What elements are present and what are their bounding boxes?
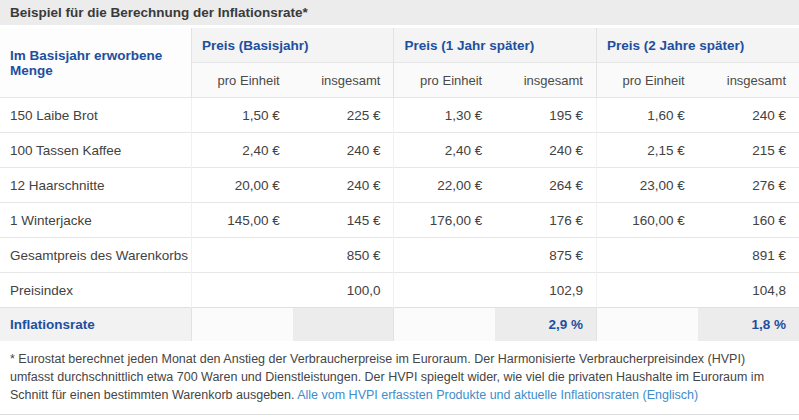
table-header: Im Basisjahr erworbene Menge Preis (Basi… [0,28,799,98]
cell [191,273,292,308]
cell: 102,9 [495,273,596,308]
hvpi-link[interactable]: Alle vom HVPI erfassten Produkte und akt… [297,388,698,402]
subheader-insgesamt: insgesamt [495,63,596,98]
cell: 145 € [293,203,394,238]
footnote: * Eurostat berechnet jeden Monat den Ans… [0,350,799,404]
table-row: 1 Winterjacke 145,00 € 145 € 176,00 € 17… [0,203,799,238]
inflation-rate-year2: 1,8 % [698,308,799,342]
cell: 240 € [698,98,799,133]
cell: 160 € [698,203,799,238]
cell: 276 € [698,168,799,203]
cell: 2,40 € [191,133,292,168]
row-label: 150 Laibe Brot [0,98,191,133]
cell: 104,8 [698,273,799,308]
cell: 225 € [293,98,394,133]
row-label: 12 Haarschnitte [0,168,191,203]
row-header-menge: Im Basisjahr erworbene Menge [0,28,191,98]
bottom-divider [0,414,799,415]
cell: 176,00 € [394,203,495,238]
subheader-insgesamt: insgesamt [698,63,799,98]
row-label: Gesamtpreis des Warenkorbs [0,238,191,273]
cell [394,238,495,273]
table-row: Gesamtpreis des Warenkorbs 850 € 875 € 8… [0,238,799,273]
cell: 2,40 € [394,133,495,168]
cell: 875 € [495,238,596,273]
inflation-rate-year1: 2,9 % [495,308,596,342]
cell [293,308,394,342]
subheader-pro-einheit: pro Einheit [394,63,495,98]
inflation-table: Im Basisjahr erworbene Menge Preis (Basi… [0,28,799,341]
cell: 1,30 € [394,98,495,133]
cell: 240 € [293,168,394,203]
row-label: 1 Winterjacke [0,203,191,238]
cell: 20,00 € [191,168,292,203]
cell: 215 € [698,133,799,168]
cell [394,273,495,308]
column-group-basisjahr: Preis (Basisjahr) [191,28,394,63]
cell [394,308,495,342]
page-title-text: Beispiel für die Berechnung der Inflatio… [10,5,308,20]
column-group-1-jahr-spaeter: Preis (1 Jahr später) [394,28,597,63]
page-title: Beispiel für die Berechnung der Inflatio… [0,0,799,25]
inflation-rate-row: Inflationsrate 2,9 % 1,8 % [0,308,799,342]
subheader-pro-einheit: pro Einheit [191,63,292,98]
cell: 2,15 € [596,133,697,168]
cell: 100,0 [293,273,394,308]
cell: 23,00 € [596,168,697,203]
table-row: 150 Laibe Brot 1,50 € 225 € 1,30 € 195 €… [0,98,799,133]
cell [191,308,292,342]
cell [596,238,697,273]
row-label: Preisindex [0,273,191,308]
table-row: Preisindex 100,0 102,9 104,8 [0,273,799,308]
cell: 160,00 € [596,203,697,238]
cell: 240 € [293,133,394,168]
subheader-insgesamt: insgesamt [293,63,394,98]
table-row: 100 Tassen Kaffee 2,40 € 240 € 2,40 € 24… [0,133,799,168]
row-label: 100 Tassen Kaffee [0,133,191,168]
table-row: 12 Haarschnitte 20,00 € 240 € 22,00 € 26… [0,168,799,203]
cell: 240 € [495,133,596,168]
cell: 22,00 € [394,168,495,203]
subheader-pro-einheit: pro Einheit [596,63,697,98]
cell: 1,50 € [191,98,292,133]
cell: 1,60 € [596,98,697,133]
cell [596,308,697,342]
row-label-inflationsrate: Inflationsrate [0,308,191,342]
cell: 145,00 € [191,203,292,238]
cell [191,238,292,273]
cell: 891 € [698,238,799,273]
cell: 264 € [495,168,596,203]
cell: 850 € [293,238,394,273]
cell: 195 € [495,98,596,133]
cell: 176 € [495,203,596,238]
cell [596,273,697,308]
column-group-2-jahre-spaeter: Preis (2 Jahre später) [596,28,799,63]
